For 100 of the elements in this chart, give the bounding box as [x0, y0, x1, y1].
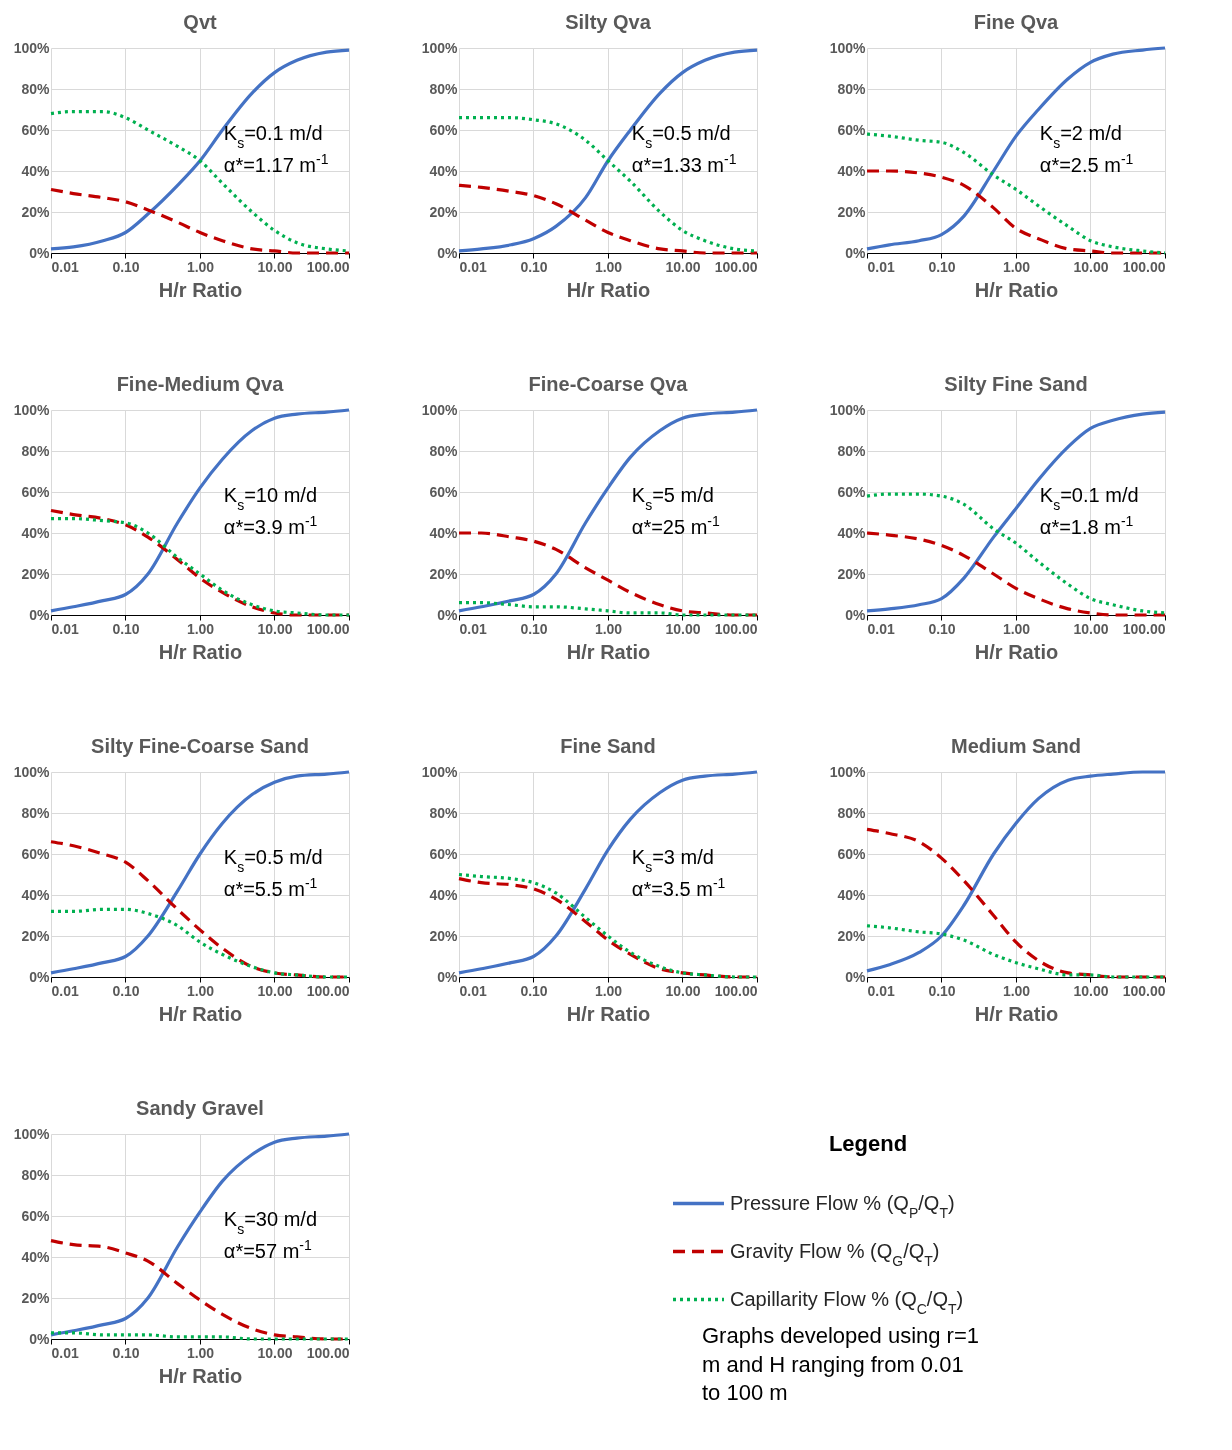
x-axis-title: H/r Ratio — [974, 1002, 1059, 1025]
x-tick-label: 100.00 — [306, 258, 350, 275]
annotation: α*=3.5 m$^{-1}$ — [631, 875, 726, 901]
x-tick-label: 10.00 — [257, 620, 293, 637]
annotation: α*=25 m$^{-1}$ — [631, 513, 720, 539]
y-tick-label: 80% — [837, 80, 867, 97]
x-tick-label: 1.00 — [1002, 258, 1031, 275]
x-tick-label: 10.00 — [257, 258, 293, 275]
y-tick-label: 80% — [837, 804, 867, 821]
x-tick-label: 10.00 — [1073, 258, 1109, 275]
legend-label: Pressure Flow % (Q$_{P}$/Q$_{T}$) — [730, 1191, 955, 1221]
annotation: K$_{s}$=10 m/d — [223, 484, 318, 514]
x-tick-label: 0.10 — [112, 1344, 140, 1361]
x-tick-label: 100.00 — [1122, 620, 1166, 637]
y-tick-label: 20% — [837, 565, 867, 582]
y-tick-label: 20% — [429, 203, 459, 220]
y-tick-label: 60% — [429, 121, 459, 138]
annotation: α*=1.33 m$^{-1}$ — [631, 151, 737, 177]
y-tick-label: 20% — [21, 927, 51, 944]
annotation: K$_{s}$=0.5 m/d — [631, 122, 731, 152]
annotation: K$_{s}$=3 m/d — [631, 846, 714, 876]
chart-title: Sandy Gravel — [136, 1097, 264, 1119]
annotation: α*=5.5 m$^{-1}$ — [223, 875, 318, 901]
y-tick-label: 40% — [21, 524, 51, 541]
y-tick-label: 80% — [429, 804, 459, 821]
annotation: K$_{s}$=5 m/d — [631, 484, 714, 514]
y-tick-label: 80% — [21, 80, 51, 97]
x-tick-label: 10.00 — [665, 982, 701, 999]
y-tick-label: 20% — [429, 927, 459, 944]
x-tick-label: 100.00 — [714, 258, 758, 275]
x-tick-label: 1.00 — [186, 620, 215, 637]
y-tick-label: 0% — [845, 244, 867, 261]
x-tick-label: 10.00 — [257, 982, 293, 999]
y-tick-label: 0% — [845, 606, 867, 623]
x-tick-label: 0.10 — [112, 620, 140, 637]
y-tick-label: 40% — [21, 1248, 51, 1265]
y-tick-label: 100% — [421, 401, 459, 418]
y-tick-label: 100% — [13, 39, 51, 56]
y-tick-label: 100% — [421, 39, 459, 56]
y-tick-label: 100% — [829, 763, 867, 780]
chart-title: Fine-Medium Qva — [116, 373, 285, 395]
x-axis-title: H/r Ratio — [566, 1002, 651, 1025]
x-tick-label: 0.01 — [867, 620, 895, 637]
y-tick-label: 0% — [29, 1330, 51, 1347]
x-tick-label: 0.01 — [459, 258, 487, 275]
x-tick-label: 1.00 — [186, 982, 215, 999]
y-tick-label: 60% — [21, 1207, 51, 1224]
y-tick-label: 40% — [837, 162, 867, 179]
x-tick-label: 100.00 — [1122, 982, 1166, 999]
annotation: K$_{s}$=0.1 m/d — [223, 122, 323, 152]
x-tick-label: 0.10 — [112, 258, 140, 275]
x-tick-label: 0.01 — [867, 982, 895, 999]
chart-title: Qvt — [183, 11, 218, 33]
y-tick-label: 100% — [13, 763, 51, 780]
y-tick-label: 80% — [21, 804, 51, 821]
x-tick-label: 10.00 — [1073, 620, 1109, 637]
x-axis-title: H/r Ratio — [566, 640, 651, 663]
y-tick-label: 0% — [29, 606, 51, 623]
chart-title: Silty Fine Sand — [944, 373, 1088, 395]
y-tick-label: 80% — [837, 442, 867, 459]
chart-title: Fine Qva — [973, 11, 1060, 33]
annotation: α*=2.5 m$^{-1}$ — [1039, 151, 1134, 177]
x-tick-label: 100.00 — [1122, 258, 1166, 275]
chart-title: Silty Qva — [565, 11, 652, 33]
y-tick-label: 20% — [837, 203, 867, 220]
y-tick-label: 60% — [429, 845, 459, 862]
y-tick-label: 0% — [29, 968, 51, 985]
legend-label: Capillarity Flow % (Q$_{C}$/Q$_{T}$) — [730, 1287, 964, 1317]
y-tick-label: 0% — [29, 244, 51, 261]
y-tick-label: 0% — [437, 968, 459, 985]
y-tick-label: 40% — [429, 524, 459, 541]
x-tick-label: 0.10 — [520, 982, 548, 999]
x-tick-label: 1.00 — [1002, 982, 1031, 999]
annotation: K$_{s}$=0.5 m/d — [223, 846, 323, 876]
y-tick-label: 100% — [13, 1125, 51, 1142]
y-tick-label: 60% — [21, 483, 51, 500]
y-tick-label: 40% — [429, 162, 459, 179]
text: Graphs developed using r=1 m and H ranging from 0.01 to 100 m — [702, 1322, 981, 1408]
chart-title: Medium Sand — [950, 735, 1082, 757]
x-axis-title: H/r Ratio — [566, 278, 651, 301]
y-tick-label: 0% — [437, 244, 459, 261]
x-axis-title: H/r Ratio — [974, 278, 1059, 301]
y-tick-label: 20% — [429, 565, 459, 582]
y-tick-label: 0% — [845, 968, 867, 985]
y-tick-label: 60% — [837, 845, 867, 862]
y-tick-label: 60% — [21, 845, 51, 862]
y-tick-label: 20% — [837, 927, 867, 944]
y-tick-label: 100% — [829, 39, 867, 56]
chart-title: Silty Fine-Coarse Sand — [91, 735, 309, 757]
x-tick-label: 1.00 — [594, 258, 623, 275]
y-tick-label: 20% — [21, 1289, 51, 1306]
x-tick-label: 0.01 — [51, 982, 79, 999]
x-tick-label: 0.01 — [459, 982, 487, 999]
y-tick-label: 40% — [429, 886, 459, 903]
y-tick-label: 80% — [429, 442, 459, 459]
x-tick-label: 0.01 — [51, 258, 79, 275]
y-tick-label: 20% — [21, 203, 51, 220]
y-tick-label: 20% — [21, 565, 51, 582]
annotation: K$_{s}$=2 m/d — [1039, 122, 1122, 152]
y-tick-label: 100% — [13, 401, 51, 418]
